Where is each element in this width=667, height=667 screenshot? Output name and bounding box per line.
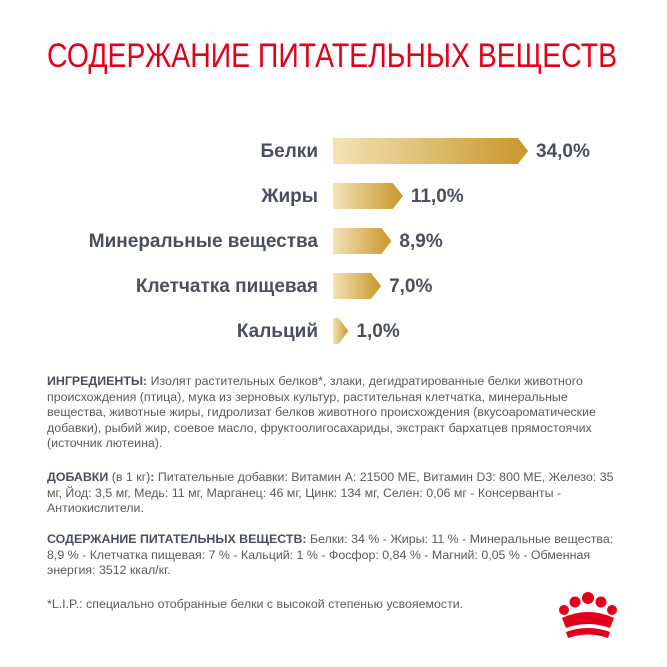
bar [333, 318, 349, 344]
additives-note: (в 1 кг) [108, 470, 151, 484]
ingredients: ИНГРЕДИЕНТЫ: Изолят растительных белков*… [47, 374, 627, 452]
value-label: 7,0% [389, 276, 432, 297]
value-label: 1,0% [356, 321, 399, 342]
nutrients: СОДЕРЖАНИЕ ПИТАТЕЛЬНЫХ ВЕЩЕСТВ: Белки: 3… [47, 532, 627, 579]
nutrients-label: СОДЕРЖАНИЕ ПИТАТЕЛЬНЫХ ВЕЩЕСТВ: [47, 532, 307, 546]
bar [333, 273, 382, 299]
value-label: 11,0% [411, 186, 464, 207]
footnote: *L.I.P.: специально отобранные белки с в… [47, 597, 464, 611]
additives: ДОБАВКИ (в 1 кг): Питательные добавки: В… [47, 470, 627, 517]
additives-text: Питательные добавки: Витамин А: 21500 МЕ… [47, 470, 614, 516]
chart-title: СОДЕРЖАНИЕ ПИТАТЕЛЬНЫХ ВЕЩЕСТВ [47, 37, 617, 75]
nutrients-text: Белки: 34 % - Жиры: 11 % - Минеральные в… [47, 532, 614, 578]
value-label: 8,9% [399, 231, 442, 252]
category-label: Минеральные вещества [89, 231, 319, 252]
category-label: Жиры [260, 186, 318, 207]
bar [333, 138, 528, 164]
category-label: Белки [261, 141, 318, 162]
bar [333, 183, 403, 209]
category-label: Кальций [237, 321, 318, 342]
value-label: 34,0% [536, 141, 590, 162]
ingredients-label: ИНГРЕДИЕНТЫ: [47, 374, 148, 388]
chart: СОДЕРЖАНИЕ ПИТАТЕЛЬНЫХ ВЕЩЕСТВ Белки 34,0… [47, 37, 617, 344]
bar [333, 228, 392, 254]
logo [559, 592, 617, 638]
ingredients-text: Изолят растительных белков*, злаки, деги… [47, 374, 596, 451]
additives-label: ДОБАВКИ [47, 470, 109, 484]
additives-colon: : [150, 470, 155, 484]
category-label: Клетчатка пищевая [136, 276, 318, 297]
